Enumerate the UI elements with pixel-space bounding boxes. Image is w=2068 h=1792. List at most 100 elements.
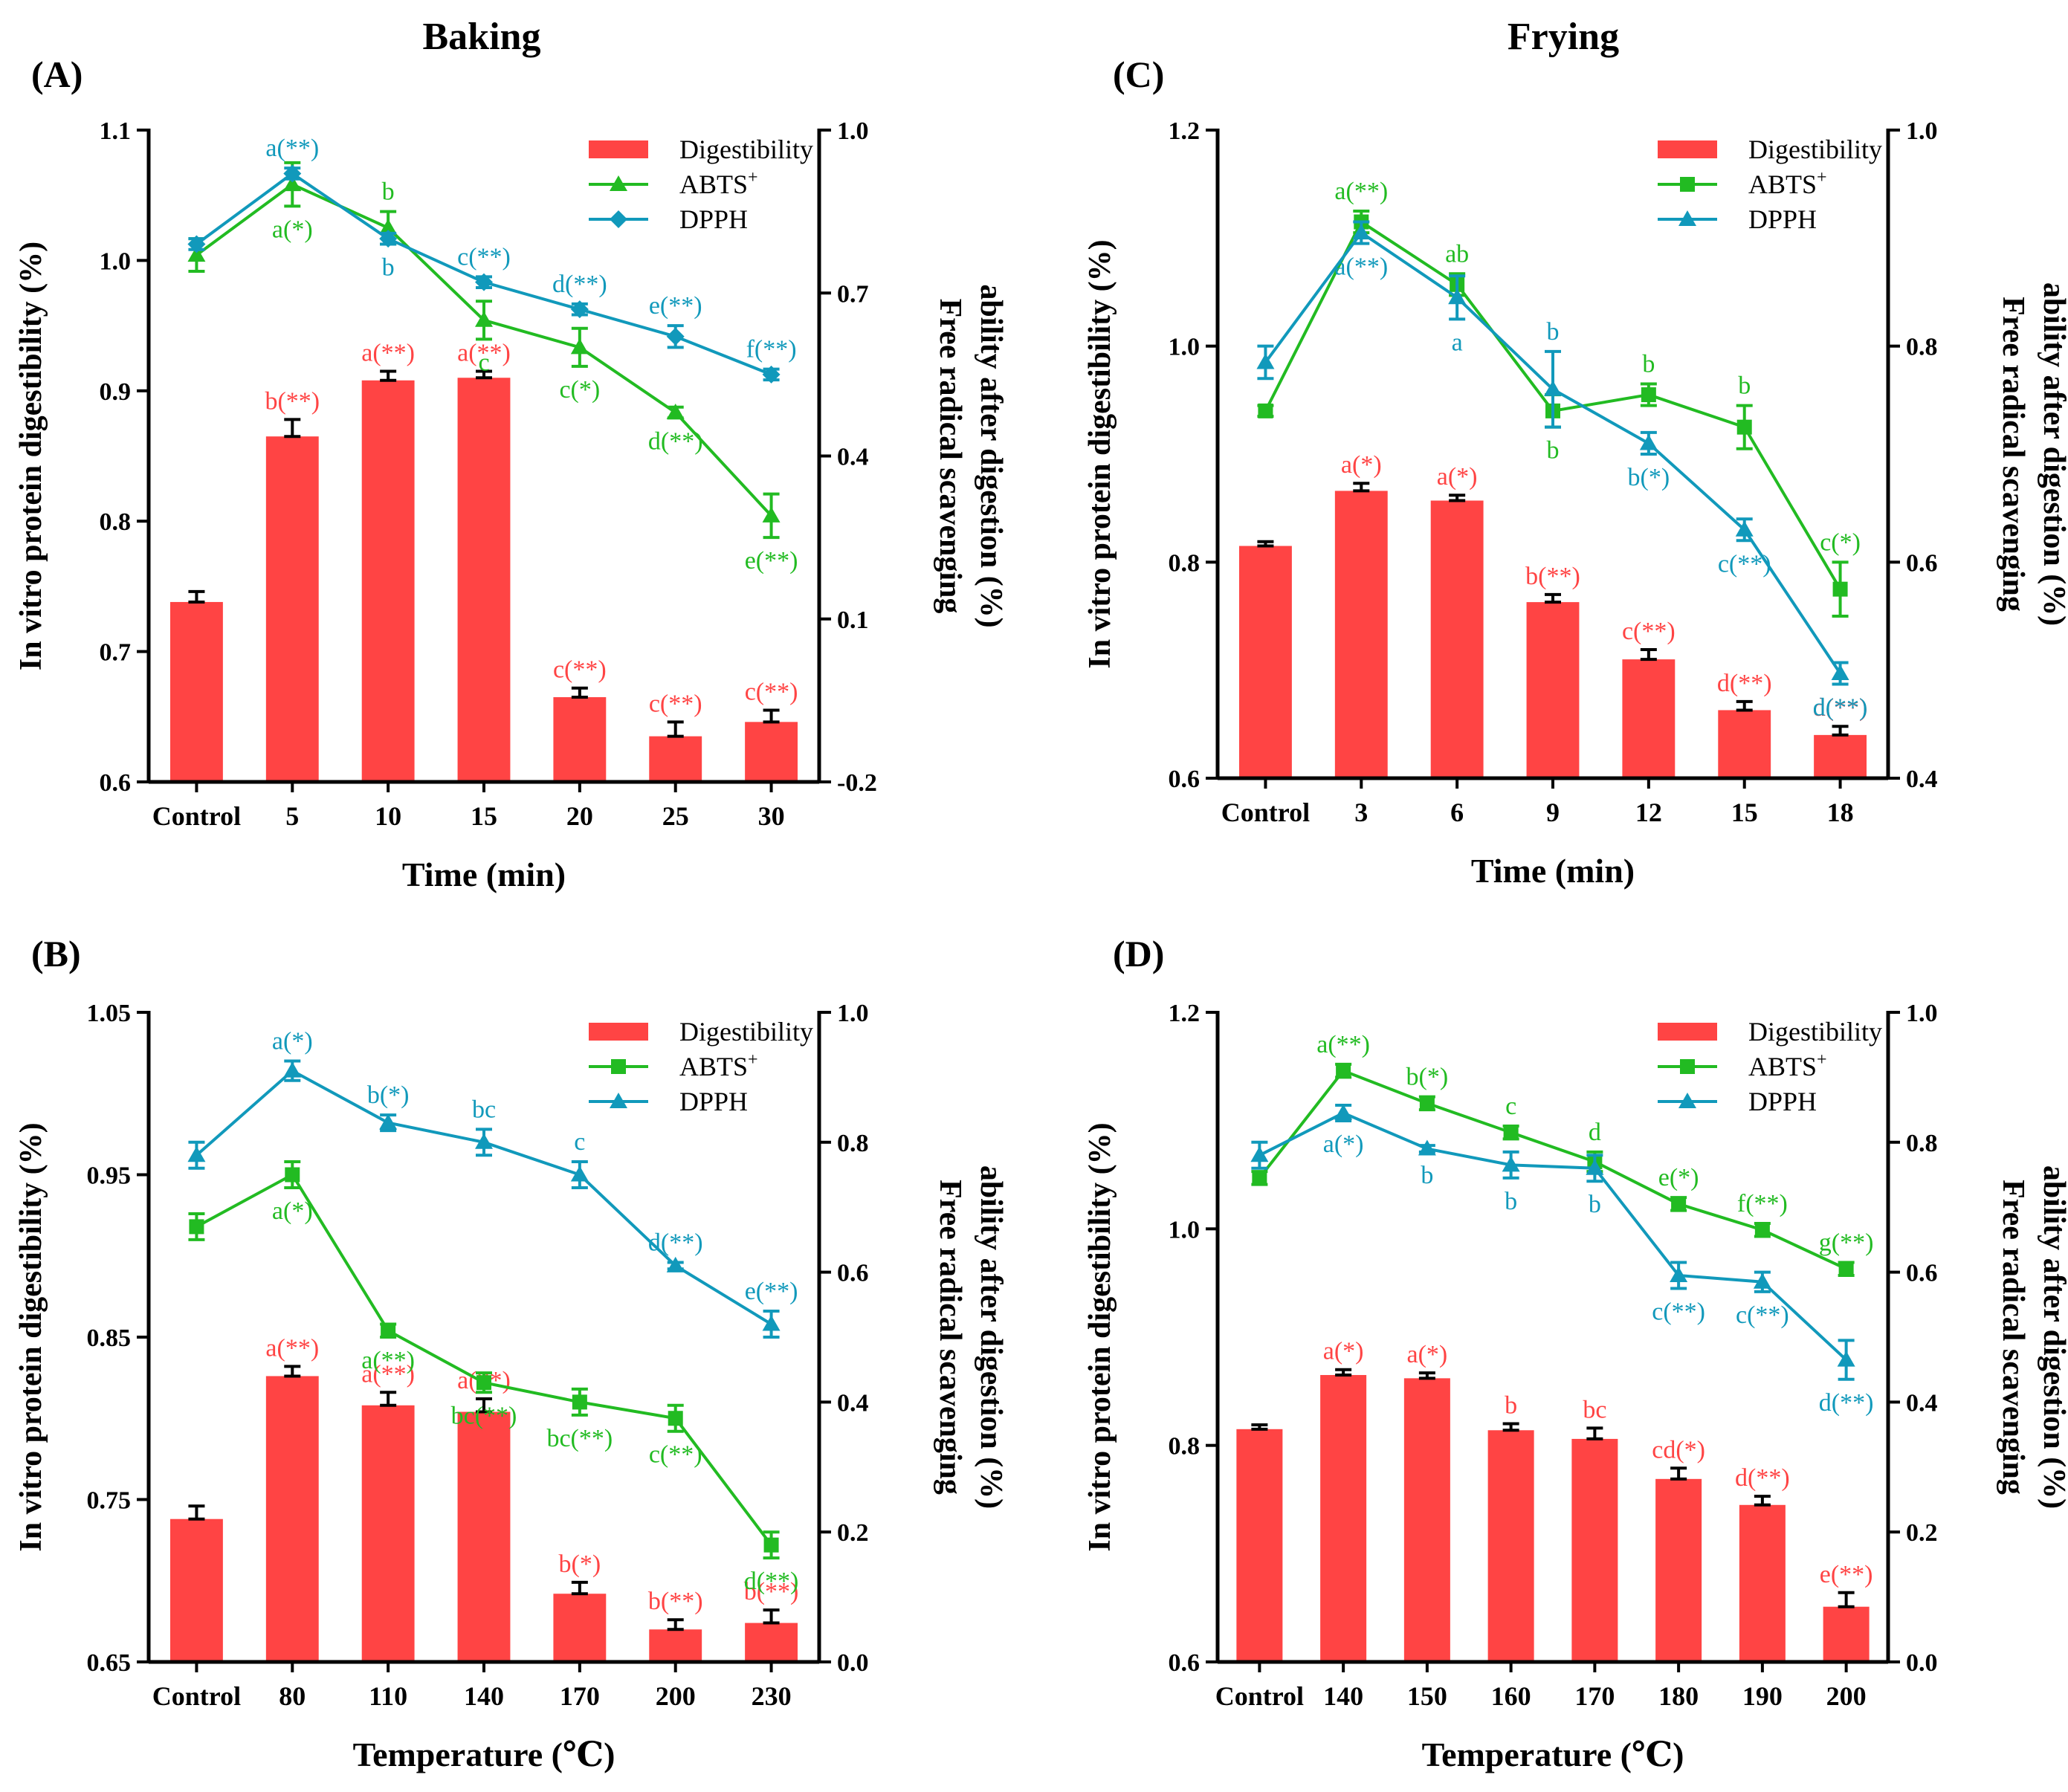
dpph-point: [570, 300, 589, 319]
left-tick-label: 0.65: [87, 1649, 132, 1677]
dpph-sig-label: a(*): [1323, 1130, 1364, 1158]
dpph-sig-label: a(**): [265, 135, 319, 162]
right-tick-label: 0.0: [837, 1649, 869, 1677]
legend-label-digestibility: Digestibility: [679, 1017, 813, 1047]
digestibility-sig-label: b(**): [744, 1578, 799, 1605]
dpph-sig-label: b: [1505, 1188, 1517, 1215]
dpph-sig-label: a(*): [272, 1028, 313, 1055]
dpph-point: [762, 365, 781, 384]
digestibility-sig-label: e(**): [1820, 1561, 1873, 1588]
dpph-sig-label: e(**): [745, 1278, 798, 1305]
digestibility-sig-label: bc: [1583, 1396, 1606, 1423]
dpph-point: [1670, 1266, 1688, 1282]
digestibility-sig-label: c(**): [745, 679, 798, 706]
x-tick-label: 3: [1354, 798, 1368, 827]
right-axis-title-line1: Free radical scavenging: [1996, 297, 2030, 612]
dpph-sig-label: a(**): [1334, 253, 1388, 281]
left-axis-title: In vitro protein digestibility (%): [1083, 239, 1117, 668]
panel-label: (A): [31, 54, 83, 95]
left-tick-label: 0.7: [100, 639, 132, 667]
abts-sig-label: e(*): [1658, 1164, 1699, 1191]
abts-sig-label: d(**): [744, 1568, 799, 1595]
left-tick-label: 1.2: [1169, 1000, 1201, 1027]
digestibility-bar: [169, 601, 223, 782]
digestibility-sig-label: b(**): [265, 387, 320, 415]
abts-point: [381, 1323, 396, 1339]
abts-point: [1754, 1222, 1770, 1238]
x-tick-label: 160: [1491, 1681, 1531, 1711]
legend-label-abts: ABTS+: [679, 168, 758, 199]
left-tick-label: 1.0: [100, 248, 132, 275]
legend-swatch-digestibility: [1658, 1023, 1717, 1041]
right-tick-label: 1.0: [1906, 117, 1938, 145]
digestibility-sig-label: b(*): [559, 1550, 601, 1578]
dpph-point: [475, 273, 493, 291]
right-axis-title-line2: ability after digestion (%): [974, 1165, 1008, 1509]
dpph-point: [570, 1165, 589, 1182]
legend-label-abts-sup: +: [748, 1050, 758, 1070]
digestibility-bar: [649, 736, 702, 782]
digestibility-sig-label: b: [1505, 1392, 1517, 1420]
digestibility-error-bar: [476, 369, 492, 380]
digestibility-error-bar: [1251, 1423, 1268, 1431]
abts-point: [379, 219, 398, 235]
abts-sig-label: a(*): [272, 216, 313, 243]
digestibility-sig-label: cd(*): [1652, 1436, 1705, 1463]
abts-point: [476, 1375, 491, 1391]
legend-label-dpph: DPPH: [1748, 1087, 1817, 1116]
legend-marker-dpph: [1678, 210, 1696, 226]
legend-marker-abts: [610, 175, 627, 191]
digestibility-bar: [553, 696, 607, 782]
digestibility-error-bar: [1353, 482, 1370, 493]
legend-marker-abts: [1680, 177, 1695, 192]
right-axis-title-line2: ability after digestion (%): [974, 284, 1008, 627]
digestibility-bar: [1487, 1430, 1534, 1662]
right-tick-label: 0.8: [1906, 334, 1938, 361]
digestibility-error-bar: [284, 1365, 301, 1378]
left-axis-title: In vitro protein digestibility (%): [14, 1122, 48, 1551]
legend-label-abts-sup: +: [1817, 168, 1827, 187]
dpph-point: [379, 230, 398, 248]
abts-point: [285, 1167, 300, 1183]
abts-sig-label: bc(**): [451, 1402, 517, 1429]
dpph-point: [1352, 224, 1371, 240]
abts-sig-label: e(**): [745, 547, 798, 575]
digestibility-sig-label: d(**): [1813, 694, 1868, 722]
x-tick-label: 10: [375, 801, 401, 831]
dpph-sig-label: d(**): [552, 271, 607, 298]
digestibility-bar: [457, 378, 511, 782]
x-axis-title: Time (min): [402, 855, 566, 893]
x-tick-label: Control: [152, 801, 241, 831]
abts-point: [668, 1411, 683, 1426]
abts-point: [1503, 1125, 1519, 1140]
digestibility-bar: [1430, 500, 1484, 778]
x-tick-label: Control: [1215, 1681, 1304, 1711]
digestibility-error-bar: [1449, 494, 1466, 502]
dpph-sig-label: d(**): [648, 1229, 703, 1256]
digestibility-bar: [1739, 1504, 1786, 1662]
x-tick-label: 230: [752, 1681, 792, 1711]
dpph-line: [1258, 1111, 1847, 1362]
dpph-sig-label: c(**): [1652, 1298, 1705, 1325]
right-tick-label: 0.1: [837, 607, 869, 634]
digestibility-error-bar: [1670, 1466, 1687, 1481]
x-tick-label: 15: [471, 801, 497, 831]
abts-point: [570, 338, 589, 355]
dpph-point: [666, 327, 685, 346]
dpph-point: [187, 235, 206, 253]
x-tick-label: 30: [758, 801, 785, 831]
dpph-point: [1831, 664, 1849, 681]
legend-marker-dpph: [610, 1093, 627, 1108]
dpph-sig-label: c(**): [457, 243, 511, 271]
dpph-point: [666, 1256, 685, 1272]
dpph-point: [1418, 1139, 1436, 1156]
legend-swatch-digestibility: [1658, 140, 1717, 158]
digestibility-sig-label: a(*): [1437, 463, 1478, 491]
x-tick-label: 170: [1574, 1681, 1615, 1711]
abts-point: [1838, 1261, 1854, 1277]
digestibility-bar: [361, 1405, 415, 1662]
dpph-sig-label: e(**): [649, 292, 702, 320]
